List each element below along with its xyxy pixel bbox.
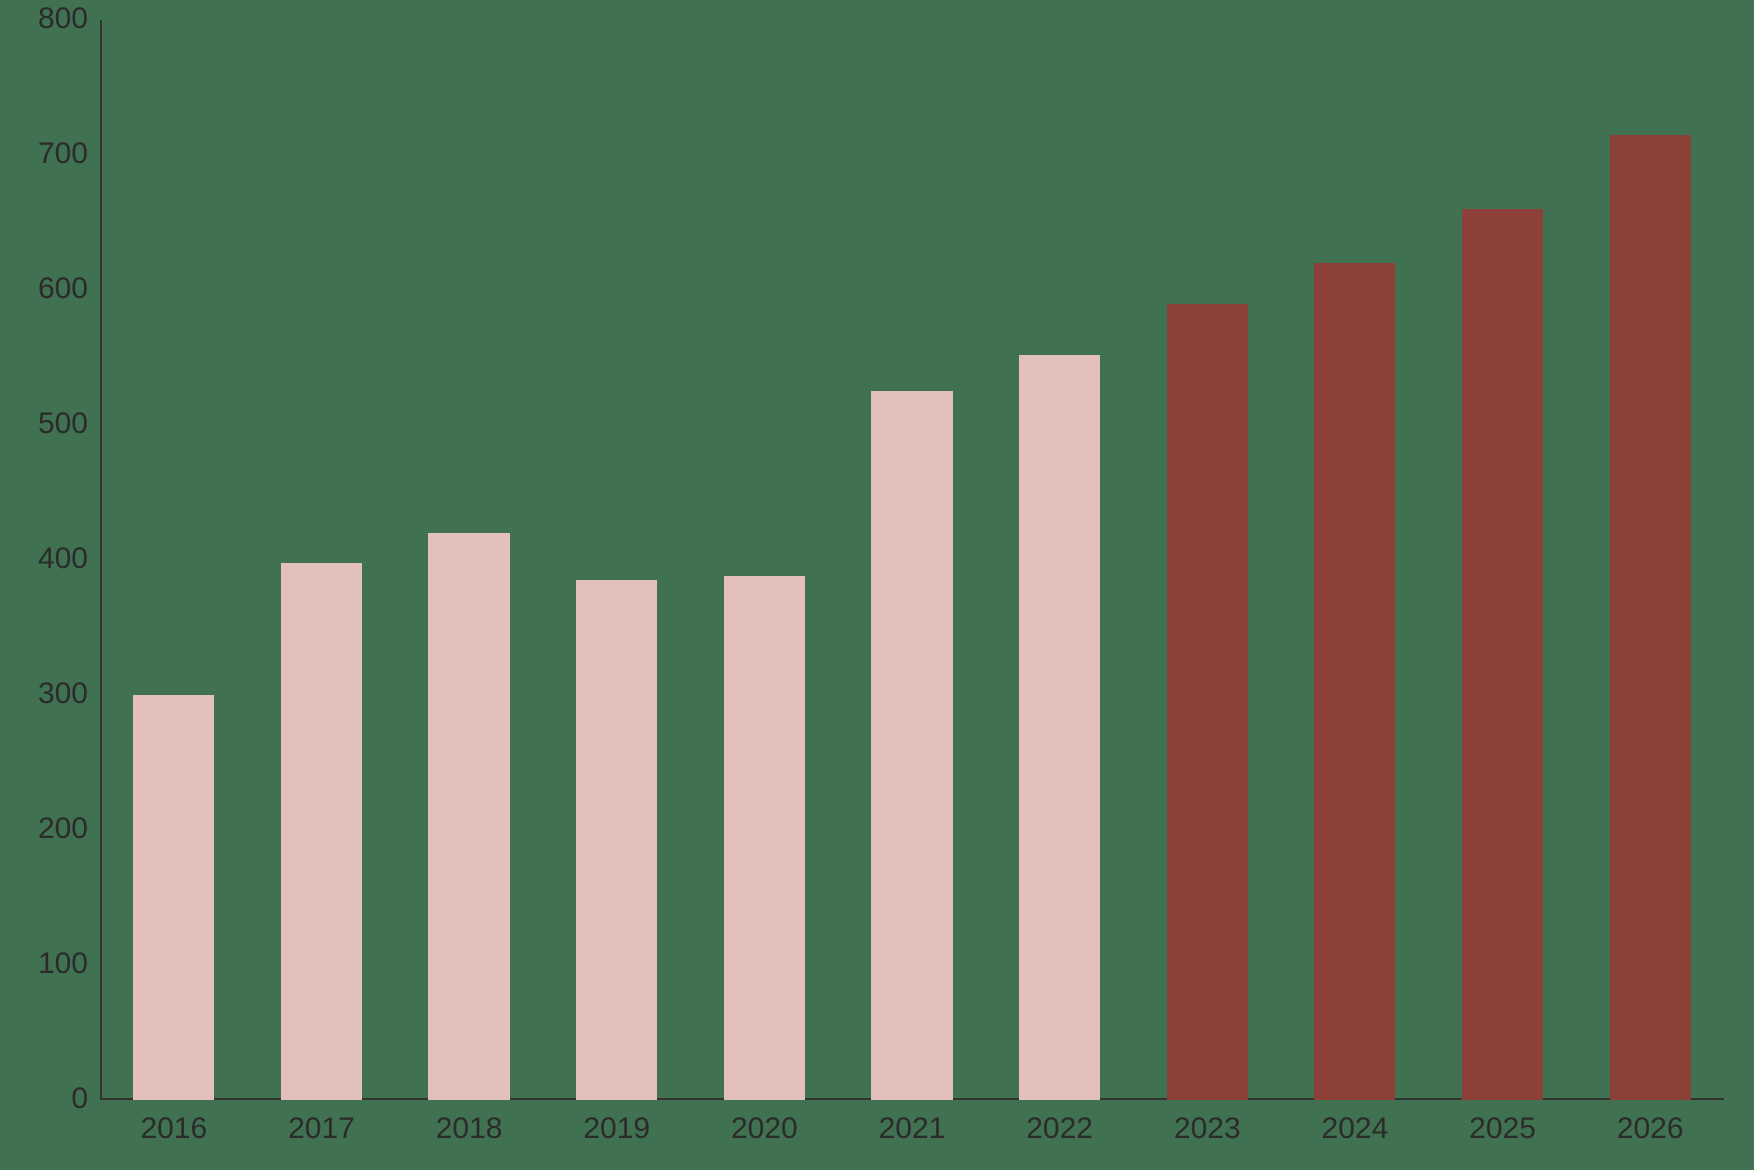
bar-2023: [1167, 304, 1248, 1101]
x-tick-label: 2026: [1590, 1112, 1710, 1146]
x-tick-label: 2017: [261, 1112, 381, 1146]
y-tick-label: 400: [38, 542, 88, 576]
x-tick-label: 2021: [852, 1112, 972, 1146]
bar-2026: [1610, 135, 1691, 1100]
bar-chart: 0 100 200 300 400 500 600 700 800 2016 2017 2018 201…: [0, 0, 1754, 1170]
bar-2024: [1314, 263, 1395, 1100]
y-tick-label: 600: [38, 272, 88, 306]
y-tick-label: 0: [71, 1082, 88, 1116]
y-tick-label: 800: [38, 2, 88, 36]
x-tick-label: 2018: [409, 1112, 529, 1146]
y-tick-label: 200: [38, 812, 88, 846]
bar-2019: [576, 580, 657, 1100]
bar-2022: [1019, 355, 1100, 1100]
plot-area: [100, 20, 1724, 1100]
x-tick-label: 2020: [704, 1112, 824, 1146]
x-tick-label: 2023: [1147, 1112, 1267, 1146]
bar-2016: [133, 695, 214, 1100]
bar-2021: [871, 391, 952, 1100]
x-tick-label: 2019: [557, 1112, 677, 1146]
bar-2025: [1462, 209, 1543, 1100]
y-tick-label: 700: [38, 137, 88, 171]
bar-2018: [428, 533, 509, 1100]
y-tick-label: 100: [38, 947, 88, 981]
y-axis: [100, 20, 102, 1100]
y-tick-label: 500: [38, 407, 88, 441]
x-tick-label: 2022: [1000, 1112, 1120, 1146]
y-tick-label: 300: [38, 677, 88, 711]
x-tick-label: 2025: [1443, 1112, 1563, 1146]
x-tick-label: 2016: [114, 1112, 234, 1146]
bar-2017: [281, 563, 362, 1100]
x-tick-label: 2024: [1295, 1112, 1415, 1146]
bar-2020: [724, 576, 805, 1100]
